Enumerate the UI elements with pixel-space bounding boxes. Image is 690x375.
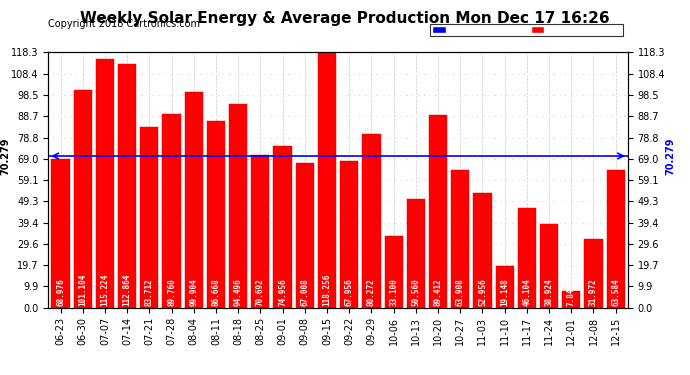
Legend: Average  (kWh), Weekly  (kWh): Average (kWh), Weekly (kWh) xyxy=(431,24,623,36)
Text: 74.956: 74.956 xyxy=(278,279,287,306)
Bar xyxy=(584,238,602,308)
Text: 89.760: 89.760 xyxy=(167,279,176,306)
Bar xyxy=(140,127,159,308)
Text: 99.904: 99.904 xyxy=(189,279,198,306)
Bar xyxy=(406,198,425,308)
Bar xyxy=(185,92,203,308)
Bar xyxy=(540,224,558,308)
Text: 80.272: 80.272 xyxy=(367,279,376,306)
Text: 7.840: 7.840 xyxy=(566,283,575,306)
Text: 70.692: 70.692 xyxy=(256,279,265,306)
Bar xyxy=(562,291,580,308)
Bar xyxy=(251,155,270,308)
Text: 101.104: 101.104 xyxy=(78,274,87,306)
Text: 89.412: 89.412 xyxy=(433,279,442,306)
Text: 50.560: 50.560 xyxy=(411,279,420,306)
Text: 67.008: 67.008 xyxy=(300,279,309,306)
Text: 52.956: 52.956 xyxy=(478,279,487,306)
Bar xyxy=(96,59,114,308)
Text: 19.148: 19.148 xyxy=(500,279,509,306)
Bar xyxy=(495,266,514,308)
Bar xyxy=(118,64,136,308)
Bar xyxy=(384,236,403,308)
Bar xyxy=(451,170,469,308)
Text: 115.224: 115.224 xyxy=(101,274,110,306)
Bar xyxy=(473,194,491,308)
Text: 31.972: 31.972 xyxy=(589,279,598,306)
Bar xyxy=(362,135,380,308)
Bar xyxy=(296,163,314,308)
Bar xyxy=(518,208,536,308)
Bar xyxy=(207,121,225,308)
Text: 63.908: 63.908 xyxy=(455,279,465,306)
Text: 38.924: 38.924 xyxy=(544,279,553,306)
Bar xyxy=(340,161,358,308)
Text: 70.279: 70.279 xyxy=(666,137,676,175)
Bar xyxy=(52,159,70,308)
Text: 118.256: 118.256 xyxy=(322,274,331,306)
Bar xyxy=(229,104,247,308)
Bar xyxy=(429,115,447,308)
Text: 33.100: 33.100 xyxy=(389,279,398,306)
Text: 83.712: 83.712 xyxy=(145,279,154,306)
Bar xyxy=(162,114,181,308)
Text: 67.956: 67.956 xyxy=(345,279,354,306)
Text: 63.584: 63.584 xyxy=(611,279,620,306)
Text: 46.104: 46.104 xyxy=(522,279,531,306)
Text: Copyright 2018 Cartronics.com: Copyright 2018 Cartronics.com xyxy=(48,20,200,29)
Bar xyxy=(318,53,336,308)
Text: 86.668: 86.668 xyxy=(211,279,221,306)
Bar xyxy=(273,146,292,308)
Text: 94.496: 94.496 xyxy=(234,279,243,306)
Text: Weekly Solar Energy & Average Production Mon Dec 17 16:26: Weekly Solar Energy & Average Production… xyxy=(80,11,610,26)
Text: 68.976: 68.976 xyxy=(56,279,65,306)
Bar xyxy=(74,90,92,308)
Text: 70.279: 70.279 xyxy=(1,137,10,175)
Bar xyxy=(607,171,624,308)
Text: 112.864: 112.864 xyxy=(123,274,132,306)
